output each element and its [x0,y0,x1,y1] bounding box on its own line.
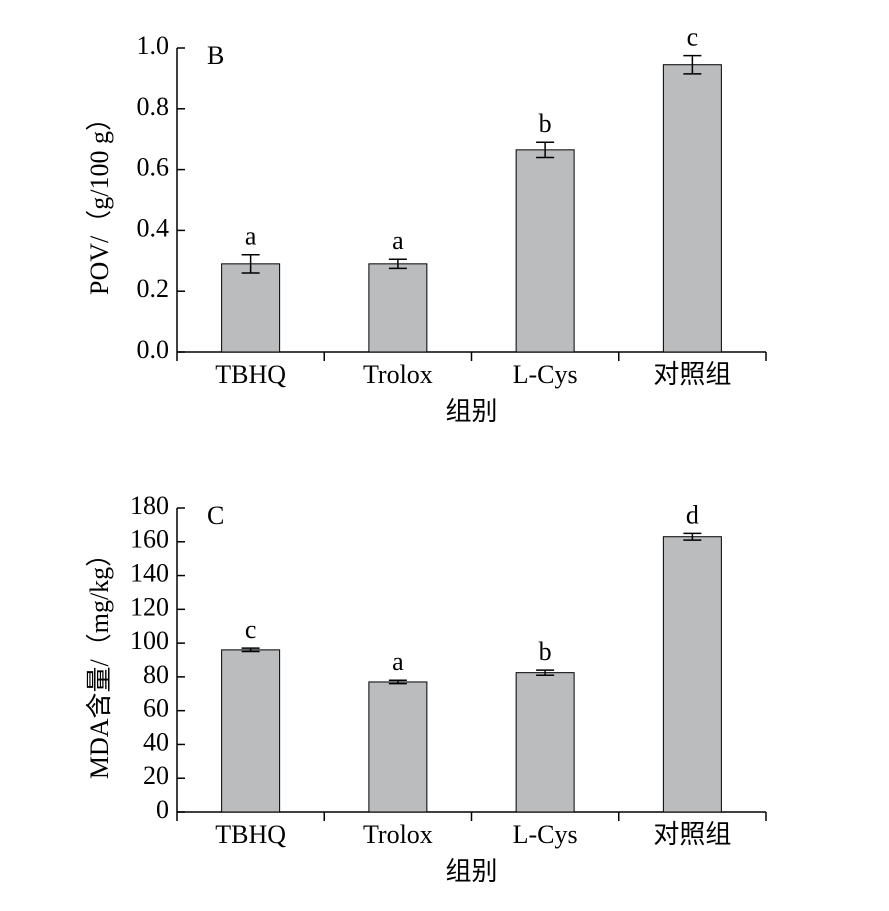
significance-letter: b [539,109,552,138]
significance-letter: b [539,637,552,666]
x-tick-label: 对照组 [653,820,731,849]
y-tick-label: 1.0 [137,31,170,60]
significance-letter: a [392,226,404,255]
y-tick-label: 0 [156,795,169,824]
y-tick-label: 100 [130,626,169,655]
y-tick-label: 20 [143,761,169,790]
significance-letter: d [686,500,699,529]
x-tick-label: 对照组 [653,360,731,389]
x-tick-label: Trolox [363,360,433,389]
x-tick-label: L-Cys [513,820,578,849]
significance-letter: c [687,23,699,52]
x-tick-label: TBHQ [215,360,286,389]
significance-letter: a [392,647,404,676]
bar [368,263,428,353]
y-tick-label: 160 [130,525,169,554]
x-axis-label: 组别 [445,857,497,886]
significance-letter: c [245,615,257,644]
bar [221,649,281,813]
panel-label: C [207,501,224,530]
y-tick-label: 180 [130,491,169,520]
bar [221,263,281,353]
bar [662,536,722,813]
x-axis-label: 组别 [445,397,497,426]
y-tick-label: 140 [130,559,169,588]
x-tick-label: TBHQ [215,820,286,849]
y-tick-label: 0.4 [137,213,170,242]
y-tick-label: 120 [130,592,169,621]
bar [368,681,428,813]
x-tick-label: Trolox [363,820,433,849]
y-tick-label: 80 [143,660,169,689]
y-tick-label: 0.0 [137,335,170,364]
bar [515,672,575,813]
y-axis-label: POV/（g/100 g） [85,105,114,295]
y-tick-label: 40 [143,727,169,756]
significance-letter: a [245,222,257,251]
y-tick-label: 0.6 [137,153,170,182]
y-axis-label: MDA含量/（mg/kg） [85,541,114,779]
bar [515,149,575,353]
y-tick-label: 60 [143,694,169,723]
bar [662,64,722,353]
x-tick-label: L-Cys [513,360,578,389]
y-tick-label: 0.2 [137,274,170,303]
y-tick-label: 0.8 [137,92,170,121]
panel-label: B [207,41,224,70]
